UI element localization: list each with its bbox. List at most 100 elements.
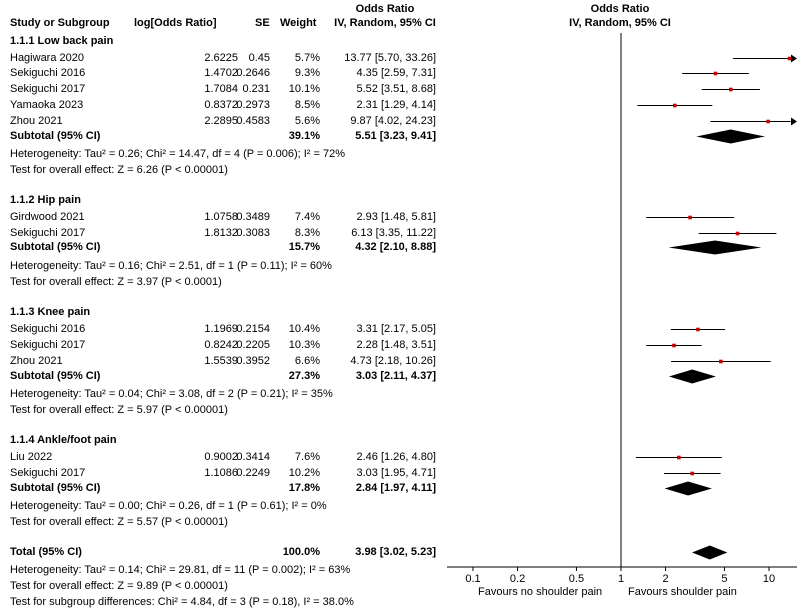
study-weight: 5.6% [294,115,320,127]
study-point-estimate [672,343,676,348]
study-point-estimate [696,327,700,332]
subtotal-weight: 27.3% [288,370,320,382]
study-point-estimate [735,231,740,236]
study-log: 2.6225 [204,52,238,64]
study-se: 0.45 [248,52,270,64]
study-log: 1.4702 [204,67,238,79]
subtotal-ci: 5.51 [3.23, 9.41] [355,130,436,142]
ci-arrow [791,117,797,126]
study-ci: 2.46 [1.26, 4.80] [356,451,436,463]
study-ci: 9.87 [4.02, 24.23] [350,115,436,127]
subtotal-weight: 15.7% [288,241,320,253]
total-label: Total (95% CI) [10,546,82,558]
study-log: 0.9002 [204,451,238,463]
plot-header-or-1: Odds Ratio [590,3,650,15]
group-title: 1.1.1 Low back pain [10,35,114,47]
study-ci: 13.77 [5.70, 33.26] [344,52,436,64]
study-ci: 3.03 [1.95, 4.71] [356,467,436,479]
study-point-estimate [713,71,718,76]
study-weight: 10.3% [288,339,320,351]
study-name: Sekiguchi 2017 [10,83,86,95]
subtotal-diamond [668,240,762,255]
total-overall-effect-text: Test for overall effect: Z = 9.89 (P < 0… [10,580,228,592]
favours-left-label: Favours no shoulder pain [478,586,603,598]
study-weight: 10.4% [288,323,320,335]
study-ci: 2.93 [1.48, 5.81] [356,211,436,223]
study-log: 1.5539 [204,355,238,367]
total-diamond [692,545,728,560]
study-se: 0.231 [242,83,270,95]
x-axis-tick-label: 0.1 [465,573,480,585]
study-weight: 10.1% [288,83,320,95]
subgroup-differences-text: Test for subgroup differences: Chi² = 4.… [10,596,354,608]
subtotal-weight: 17.8% [288,482,320,494]
study-log: 0.8372 [204,99,238,111]
study-name: Girdwood 2021 [10,211,85,223]
subtotal-diamond [696,129,766,144]
study-name: Sekiguchi 2017 [10,227,86,239]
study-point-estimate [688,215,692,220]
heterogeneity-text: Heterogeneity: Tau² = 0.16; Chi² = 2.51,… [10,260,332,272]
study-ci: 4.73 [2.18, 10.26] [350,355,436,367]
favours-right-label: Favours shoulder pain [628,586,737,598]
study-ci: 2.31 [1.29, 4.14] [356,99,436,111]
study-weight: 8.5% [294,99,320,111]
study-se: 0.4583 [236,115,270,127]
study-weight: 7.4% [294,211,320,223]
study-weight: 5.7% [294,52,320,64]
subtotal-label: Subtotal (95% CI) [10,370,101,382]
x-axis-tick-label: 0.2 [510,573,525,585]
study-weight: 9.3% [294,67,320,79]
x-axis-tick-label: 1 [618,573,624,585]
group-title: 1.1.3 Knee pain [10,306,91,318]
study-ci: 3.31 [2.17, 5.05] [356,323,436,335]
study-weight: 6.6% [294,355,320,367]
subtotal-diamond [668,369,716,384]
study-weight: 8.3% [294,227,320,239]
total-heterogeneity-text: Heterogeneity: Tau² = 0.14; Chi² = 29.81… [10,564,351,576]
study-log: 1.1969 [204,323,238,335]
study-log: 1.1086 [204,467,238,479]
study-ci: 6.13 [3.35, 11.22] [351,227,436,239]
subtotal-ci: 3.03 [2.11, 4.37] [355,370,436,382]
study-name: Sekiguchi 2016 [10,323,86,335]
col-header-weight: Weight [280,17,317,29]
study-point-estimate [719,359,723,364]
study-weight: 7.6% [294,451,320,463]
study-se: 0.2205 [236,339,270,351]
study-log: 0.8242 [204,339,238,351]
study-log: 1.0758 [204,211,238,223]
subtotal-diamond [664,481,712,496]
col-header-se: SE [255,17,270,29]
subtotal-ci: 4.32 [2.10, 8.88] [355,241,436,253]
study-se: 0.2154 [236,323,270,335]
study-name: Hagiwara 2020 [10,52,84,64]
heterogeneity-text: Heterogeneity: Tau² = 0.00; Chi² = 0.26,… [10,500,327,512]
col-header-or-1: Odds Ratio [355,3,415,15]
heterogeneity-text: Heterogeneity: Tau² = 0.26; Chi² = 14.47… [10,148,345,160]
study-se: 0.3489 [236,211,270,223]
study-point-estimate [729,87,733,92]
col-header-log-odds: log[Odds Ratio] [134,17,217,29]
study-name: Zhou 2021 [10,115,63,127]
overall-effect-text: Test for overall effect: Z = 6.26 (P < 0… [10,164,228,176]
x-axis-tick-label: 0.5 [569,573,584,585]
overall-effect-text: Test for overall effect: Z = 3.97 (P < 0… [10,276,222,288]
total-weight: 100.0% [282,546,320,558]
study-point-estimate [766,119,770,124]
col-header-or-2: IV, Random, 95% CI [334,17,436,29]
subtotal-label: Subtotal (95% CI) [10,482,101,494]
study-se: 0.3952 [236,355,270,367]
subtotal-label: Subtotal (95% CI) [10,241,101,253]
study-se: 0.2249 [236,467,270,479]
study-point-estimate [673,103,677,108]
study-ci: 4.35 [2.59, 7.31] [356,67,436,79]
study-se: 0.2646 [236,67,270,79]
x-axis-tick-label: 2 [662,573,668,585]
study-log: 1.8132 [204,227,238,239]
study-point-estimate [690,471,695,476]
subtotal-ci: 2.84 [1.97, 4.11] [355,482,436,494]
study-log: 2.2895 [204,115,238,127]
